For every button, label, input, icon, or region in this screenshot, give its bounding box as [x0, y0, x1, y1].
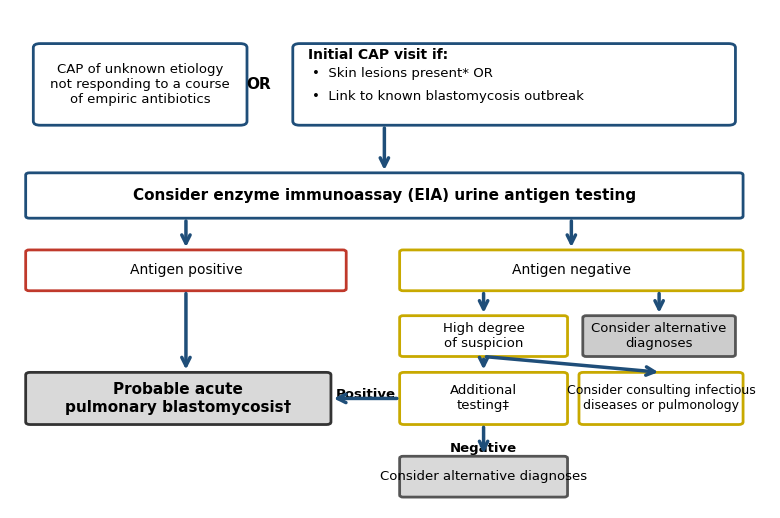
Text: OR: OR — [246, 77, 271, 92]
Text: High degree
of suspicion: High degree of suspicion — [442, 322, 524, 350]
FancyBboxPatch shape — [399, 456, 568, 497]
Text: •  Link to known blastomycosis outbreak: • Link to known blastomycosis outbreak — [312, 90, 583, 103]
Text: Consider alternative diagnoses: Consider alternative diagnoses — [380, 470, 587, 483]
FancyBboxPatch shape — [26, 173, 743, 218]
Text: Initial CAP visit if:: Initial CAP visit if: — [308, 48, 448, 62]
FancyBboxPatch shape — [399, 315, 568, 356]
Text: Consider enzyme immunoassay (EIA) urine antigen testing: Consider enzyme immunoassay (EIA) urine … — [133, 188, 636, 203]
FancyBboxPatch shape — [579, 372, 743, 425]
FancyBboxPatch shape — [34, 44, 247, 125]
FancyBboxPatch shape — [26, 250, 346, 291]
FancyBboxPatch shape — [292, 44, 736, 125]
Text: •  Skin lesions present* OR: • Skin lesions present* OR — [312, 67, 493, 80]
Text: Probable acute
pulmonary blastomycosis†: Probable acute pulmonary blastomycosis† — [66, 382, 292, 414]
Text: Negative: Negative — [450, 442, 517, 455]
FancyBboxPatch shape — [399, 372, 568, 425]
Text: Antigen positive: Antigen positive — [129, 263, 243, 277]
Text: CAP of unknown etiology
not responding to a course
of empiric antibiotics: CAP of unknown etiology not responding t… — [50, 63, 230, 106]
Text: Additional
testing‡: Additional testing‡ — [450, 384, 517, 412]
Text: Consider alternative
diagnoses: Consider alternative diagnoses — [591, 322, 727, 350]
FancyBboxPatch shape — [26, 372, 331, 425]
FancyBboxPatch shape — [583, 315, 736, 356]
Text: Antigen negative: Antigen negative — [512, 263, 631, 277]
Text: Positive: Positive — [336, 388, 396, 401]
FancyBboxPatch shape — [399, 250, 743, 291]
Text: Consider consulting infectious
diseases or pulmonology: Consider consulting infectious diseases … — [566, 384, 755, 412]
